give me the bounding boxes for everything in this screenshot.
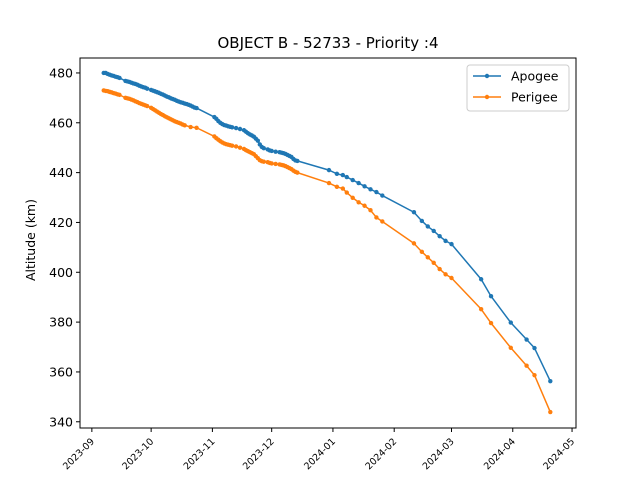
x-tick-label: 2023-12 xyxy=(241,436,277,472)
apogee-point xyxy=(449,241,454,247)
legend-label: Apogee xyxy=(511,69,559,84)
apogee-point xyxy=(380,193,385,198)
apogee-point xyxy=(229,125,235,130)
apogee-point xyxy=(488,293,494,299)
apogee-point xyxy=(233,125,239,131)
perigee-point xyxy=(368,208,373,213)
perigee-point xyxy=(419,249,425,255)
perigee-point xyxy=(431,260,436,266)
x-tick-label: 2024-01 xyxy=(302,436,338,472)
perigee-point xyxy=(344,190,349,195)
perigee-point xyxy=(334,184,340,190)
x-tick-label: 2024-05 xyxy=(541,436,577,472)
x-tick-label: 2023-09 xyxy=(61,436,97,472)
apogee-point xyxy=(419,218,425,224)
perigee-point xyxy=(548,409,553,415)
perigee-point xyxy=(144,103,150,109)
apogee-point xyxy=(508,320,513,325)
perigee-point xyxy=(326,180,332,186)
perigee-point xyxy=(443,272,448,277)
perigee-point xyxy=(437,266,442,272)
apogee-point xyxy=(431,228,436,234)
perigee-point xyxy=(524,363,529,368)
perigee-point xyxy=(374,215,379,220)
perigee-point xyxy=(261,159,266,164)
apogee-point xyxy=(548,378,553,384)
chart-title: OBJECT B - 52733 - Priority :4 xyxy=(217,34,438,52)
x-tick-label: 2023-11 xyxy=(182,436,218,472)
y-tick-label: 440 xyxy=(49,165,73,180)
perigee-point xyxy=(233,144,239,149)
y-tick-label: 460 xyxy=(49,115,73,130)
apogee-point xyxy=(144,86,150,91)
axes-frame xyxy=(79,57,577,429)
perigee-point xyxy=(478,306,484,312)
perigee-point xyxy=(340,186,346,191)
perigee-point xyxy=(273,161,278,167)
apogee-point xyxy=(340,172,346,178)
apogee-point xyxy=(356,180,361,186)
apogee-point xyxy=(411,210,417,215)
series-apogee xyxy=(101,70,553,384)
apogee-point xyxy=(368,187,373,192)
perigee-point xyxy=(380,219,385,224)
perigee-point xyxy=(425,255,430,260)
apogee-point xyxy=(261,145,266,151)
perigee-point xyxy=(229,143,235,148)
apogee-point xyxy=(334,171,340,177)
apogee-point xyxy=(524,337,529,342)
perigee-point xyxy=(188,124,193,130)
x-tick-label: 2023-10 xyxy=(120,436,156,472)
x-tick-label: 2024-03 xyxy=(421,436,457,472)
plot-area xyxy=(101,70,553,415)
legend-swatch-marker xyxy=(484,94,490,100)
perigee-point xyxy=(237,145,243,150)
perigee-point xyxy=(295,170,300,175)
perigee-point xyxy=(508,345,513,350)
y-tick-label: 380 xyxy=(49,315,73,330)
perigee-point xyxy=(194,125,199,130)
perigee-line xyxy=(103,89,551,413)
apogee-point xyxy=(532,345,537,351)
legend-swatch-marker xyxy=(484,73,490,79)
legend: Apogee Perigee xyxy=(466,64,570,112)
apogee-point xyxy=(326,167,332,173)
perigee-point xyxy=(488,320,494,326)
apogee-point xyxy=(273,149,278,154)
perigee-point xyxy=(411,241,417,246)
apogee-point xyxy=(269,148,274,154)
x-tick-label: 2024-02 xyxy=(363,436,399,472)
y-tick-label: 340 xyxy=(49,414,73,429)
apogee-point xyxy=(194,105,199,111)
apogee-point xyxy=(374,189,379,195)
perigee-point xyxy=(532,372,537,378)
apogee-point xyxy=(295,158,300,164)
apogee-point xyxy=(117,75,122,81)
apogee-point xyxy=(237,126,243,132)
apogee-point xyxy=(344,174,349,180)
apogee-point xyxy=(255,138,261,143)
y-tick-label: 360 xyxy=(49,364,73,379)
legend-label: Perigee xyxy=(511,90,558,105)
perigee-point xyxy=(362,203,367,208)
y-axis-label: Altitude (km) xyxy=(23,199,38,281)
series-perigee xyxy=(101,88,553,415)
y-tick-label: 400 xyxy=(49,265,73,280)
apogee-point xyxy=(437,233,442,239)
perigee-point xyxy=(117,92,122,98)
perigee-point xyxy=(182,123,187,128)
perigee-point xyxy=(449,275,454,281)
y-tick-label: 480 xyxy=(49,65,73,80)
perigee-point xyxy=(356,200,361,205)
perigee-point xyxy=(269,161,274,166)
x-tick-label: 2024-04 xyxy=(482,436,518,472)
apogee-point xyxy=(362,184,367,189)
apogee-point xyxy=(443,238,448,244)
apogee-point xyxy=(425,224,430,229)
apogee-point xyxy=(350,177,355,183)
apogee-point xyxy=(478,277,484,282)
perigee-point xyxy=(350,195,355,200)
y-tick-label: 420 xyxy=(49,215,73,230)
